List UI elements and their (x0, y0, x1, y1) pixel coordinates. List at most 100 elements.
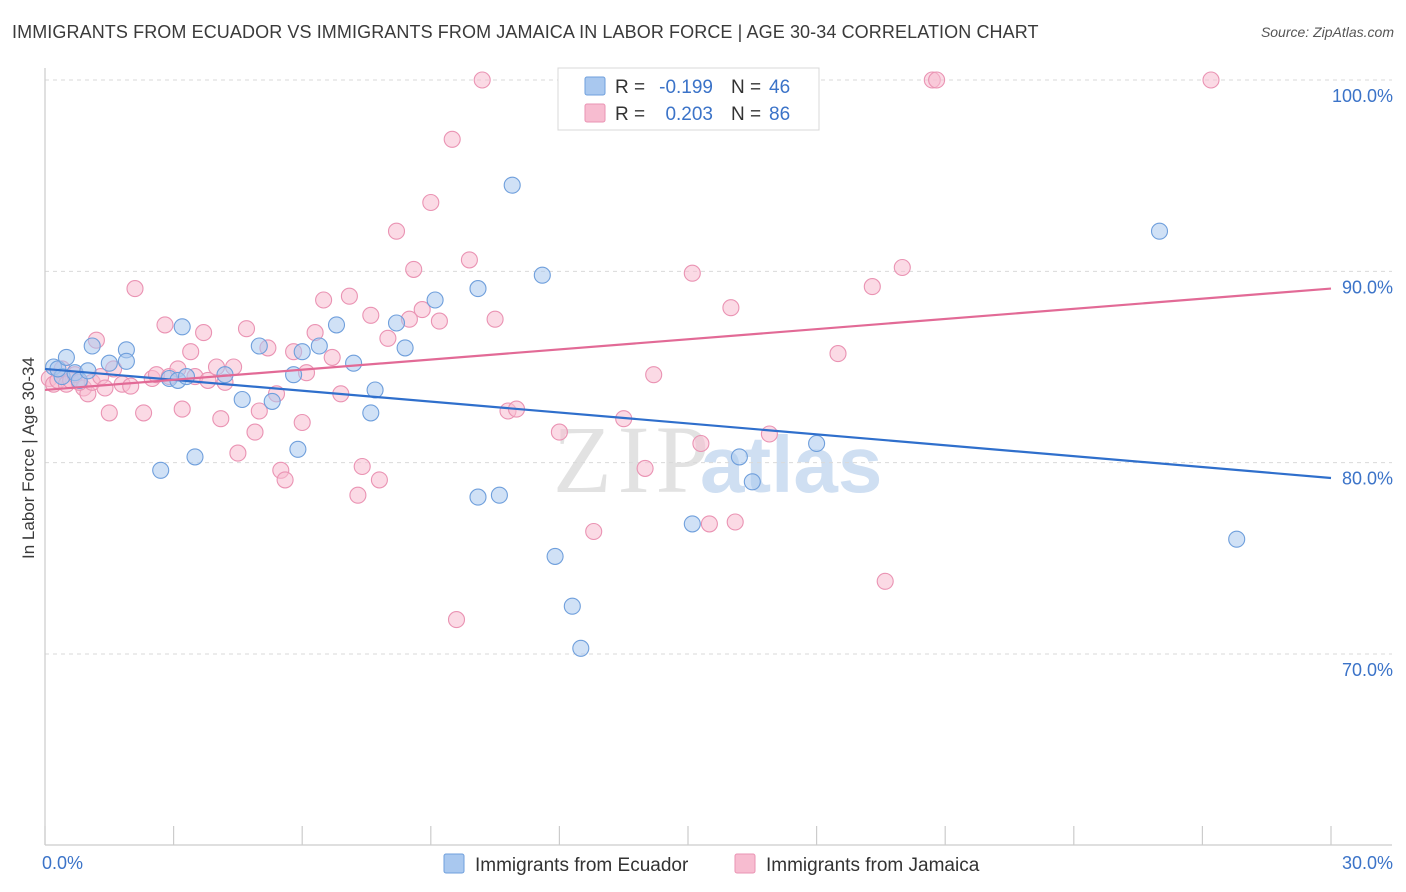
ecuador-point (1150, 222, 1169, 240)
ecuador-point (730, 448, 748, 466)
ecuador-point (426, 291, 444, 309)
jamaica-trend-line (44, 287, 1332, 392)
jamaica-point (550, 423, 568, 441)
jamaica-point (96, 379, 114, 397)
jamaica-point (229, 444, 247, 462)
jamaica-point (323, 348, 341, 366)
jamaica-point (353, 457, 371, 476)
ecuador-point (117, 352, 135, 370)
ecuador-point (387, 314, 406, 332)
jamaica-point (293, 413, 311, 432)
ecuador-point (327, 316, 346, 334)
jamaica-point (928, 71, 946, 89)
ecuador-point (469, 280, 487, 298)
ecuador-trend-line (44, 367, 1332, 480)
ecuador-point (808, 434, 826, 453)
y-tick-label: 80.0% (1342, 469, 1393, 489)
watermark-zip: ZIP (553, 406, 715, 513)
jamaica-point (246, 423, 264, 441)
jamaica-point (486, 310, 504, 328)
jamaica-point (447, 611, 466, 629)
jamaica-legend-swatch (584, 103, 606, 123)
jamaica-point (760, 425, 778, 443)
jamaica-point (370, 471, 388, 489)
ecuador-point (503, 176, 521, 194)
y-tick-label: 90.0% (1342, 277, 1393, 297)
jamaica-points (40, 71, 1220, 629)
jamaica-point (700, 515, 718, 533)
ecuador-series-swatch (443, 853, 465, 874)
jamaica-point (460, 251, 478, 269)
jamaica-point (422, 193, 440, 212)
ecuador-point (263, 392, 281, 410)
jamaica-point (430, 312, 448, 330)
jamaica-point (349, 486, 367, 504)
jamaica-point (863, 278, 881, 296)
jamaica-point (387, 222, 406, 240)
ecuador-point (152, 461, 170, 479)
jamaica-point (893, 258, 911, 277)
jamaica-point (276, 471, 294, 489)
legend-r-value: -0.199 (659, 77, 713, 98)
ecuador-point (100, 354, 118, 372)
legend-n-label: N = (731, 104, 761, 125)
jamaica-point (195, 324, 213, 342)
legend-r-value: 0.203 (665, 104, 713, 125)
ecuador-point (83, 337, 101, 355)
ecuador-point (469, 488, 487, 506)
y-tick-label: 100.0% (1332, 86, 1393, 106)
ecuador-point (173, 318, 191, 336)
ecuador-series-label: Immigrants from Ecuador (475, 855, 689, 876)
jamaica-point (212, 410, 230, 428)
jamaica-point (315, 291, 333, 309)
legend-r-label: R = (615, 104, 645, 125)
jamaica-point (250, 402, 268, 420)
ecuador-point (289, 440, 307, 458)
ecuador-point (563, 597, 581, 615)
ecuador-point (233, 390, 251, 409)
jamaica-point (156, 316, 174, 334)
ecuador-point (683, 515, 701, 533)
x-tick-label: 0.0% (42, 853, 83, 873)
ecuador-point (533, 266, 551, 284)
jamaica-point (122, 377, 140, 395)
jamaica-point (473, 71, 491, 89)
ecuador-point (743, 473, 761, 491)
x-tick-label: 30.0% (1342, 853, 1393, 873)
watermark: ZIP atlas (553, 406, 882, 513)
jamaica-series-label: Immigrants from Jamaica (766, 855, 980, 876)
axes (44, 68, 1392, 846)
jamaica-point (405, 260, 423, 278)
correlation-legend: R = -0.199 N = 46 R = 0.203 N = 86 (557, 67, 820, 131)
ecuador-legend-swatch (584, 76, 606, 96)
ecuador-point (572, 639, 590, 657)
jamaica-point (100, 404, 118, 422)
legend-r-label: R = (615, 77, 645, 98)
ecuador-point (310, 337, 328, 355)
watermark-atlas: atlas (700, 420, 882, 509)
ecuador-point (345, 354, 363, 372)
jamaica-point (182, 343, 200, 361)
jamaica-point (340, 287, 358, 305)
jamaica-point (413, 301, 431, 319)
jamaica-point (683, 264, 701, 282)
legend-n-value: 46 (769, 77, 790, 98)
legend-n-value: 86 (769, 104, 790, 125)
jamaica-point (692, 434, 710, 453)
ecuador-point (362, 404, 380, 422)
trend-lines (44, 287, 1332, 480)
ecuador-point (79, 362, 97, 380)
legend-n-label: N = (731, 77, 761, 98)
source-credit: Source: ZipAtlas.com (1260, 24, 1394, 40)
chart-title: IMMIGRANTS FROM ECUADOR VS IMMIGRANTS FR… (12, 22, 1039, 42)
ecuador-point (546, 547, 564, 565)
ecuador-point (1228, 530, 1246, 548)
jamaica-point (362, 306, 380, 324)
ecuador-point (293, 343, 311, 361)
jamaica-point (726, 513, 744, 531)
jamaica-point (135, 404, 153, 422)
jamaica-point (585, 522, 603, 541)
jamaica-point (443, 130, 461, 148)
jamaica-series-swatch (734, 853, 756, 874)
jamaica-point (379, 329, 397, 347)
